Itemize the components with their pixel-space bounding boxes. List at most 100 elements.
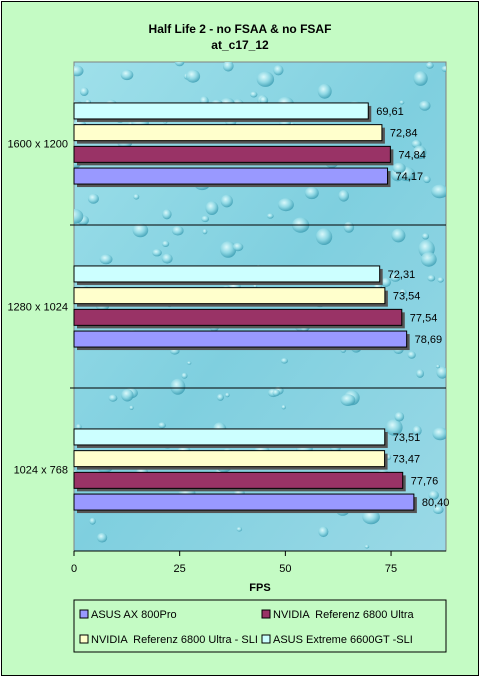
water-droplet-decoration bbox=[74, 65, 84, 77]
water-droplet-decoration bbox=[304, 186, 319, 200]
water-droplet-decoration bbox=[315, 228, 333, 245]
legend-swatch bbox=[261, 609, 271, 619]
water-droplet-decoration bbox=[201, 215, 210, 223]
data-label: 77,76 bbox=[411, 475, 439, 487]
water-droplet-decoration bbox=[391, 228, 406, 243]
water-droplet-decoration bbox=[161, 253, 173, 264]
bar bbox=[73, 428, 386, 446]
water-droplet-decoration bbox=[259, 96, 269, 105]
water-droplet-decoration bbox=[256, 71, 275, 87]
legend-label: NVIDIA Referenz 6800 Ultra bbox=[273, 609, 415, 621]
water-droplet-decoration bbox=[338, 190, 350, 202]
data-label: 78,69 bbox=[415, 334, 443, 346]
bar bbox=[73, 102, 369, 120]
water-droplet-decoration bbox=[399, 100, 405, 105]
water-droplet-decoration bbox=[364, 544, 370, 549]
water-droplet-decoration bbox=[420, 252, 437, 267]
water-droplet-decoration bbox=[152, 249, 162, 257]
water-droplet-decoration bbox=[423, 175, 431, 184]
water-droplet-decoration bbox=[340, 394, 356, 406]
water-droplet-decoration bbox=[419, 100, 431, 111]
x-tick-label: 25 bbox=[174, 563, 186, 575]
water-droplet-decoration bbox=[181, 372, 188, 379]
data-label: 77,54 bbox=[410, 312, 438, 324]
water-droplet-decoration bbox=[412, 425, 422, 436]
water-droplet-decoration bbox=[280, 358, 288, 364]
legend: ASUS AX 800Pro NVIDIA Referenz 6800 Ultra… bbox=[73, 599, 447, 653]
category-label: 1280 x 1024 bbox=[7, 302, 68, 314]
water-droplet-decoration bbox=[436, 366, 446, 379]
water-droplet-decoration bbox=[185, 69, 201, 83]
water-droplet-decoration bbox=[441, 65, 446, 72]
water-droplet-decoration bbox=[120, 69, 134, 81]
bar bbox=[73, 124, 383, 142]
water-droplet-decoration bbox=[385, 419, 403, 436]
water-droplet-decoration bbox=[202, 229, 208, 235]
water-droplet-decoration bbox=[390, 273, 401, 282]
water-droplet-decoration bbox=[74, 209, 84, 224]
legend-swatch bbox=[79, 634, 89, 644]
legend-label: ASUS Extreme 6600GT -SLI bbox=[273, 634, 413, 646]
water-droplet-decoration bbox=[421, 233, 430, 240]
water-droplet-decoration bbox=[362, 509, 380, 525]
data-label: 73,51 bbox=[393, 432, 421, 444]
bar bbox=[73, 450, 386, 468]
water-droplet-decoration bbox=[318, 526, 329, 538]
x-tick-label: 0 bbox=[71, 563, 77, 575]
water-droplet-decoration bbox=[437, 277, 444, 283]
water-droplet-decoration bbox=[174, 62, 185, 67]
water-droplet-decoration bbox=[162, 209, 172, 220]
water-droplet-decoration bbox=[121, 389, 134, 402]
water-droplet-decoration bbox=[317, 83, 332, 99]
water-droplet-decoration bbox=[216, 393, 224, 401]
water-droplet-decoration bbox=[407, 351, 416, 359]
data-label: 72,31 bbox=[388, 269, 416, 281]
water-droplet-decoration bbox=[132, 223, 149, 238]
bar bbox=[73, 493, 415, 511]
data-label: 72,84 bbox=[390, 128, 418, 140]
water-droplet-decoration bbox=[413, 71, 428, 86]
water-droplet-decoration bbox=[158, 422, 166, 429]
water-droplet-decoration bbox=[432, 427, 446, 441]
bar bbox=[73, 287, 386, 305]
data-label: 69,61 bbox=[376, 106, 404, 118]
data-label: 74,17 bbox=[396, 171, 424, 183]
x-tick-label: 75 bbox=[385, 563, 397, 575]
legend-swatch bbox=[261, 634, 271, 644]
bar bbox=[73, 167, 389, 185]
data-label: 73,47 bbox=[393, 454, 421, 466]
water-droplet-decoration bbox=[428, 490, 439, 500]
water-droplet-decoration bbox=[223, 62, 234, 72]
water-droplet-decoration bbox=[253, 284, 258, 288]
water-droplet-decoration bbox=[425, 62, 434, 69]
water-droplet-decoration bbox=[343, 221, 355, 233]
water-droplet-decoration bbox=[236, 527, 243, 532]
water-droplet-decoration bbox=[394, 411, 405, 422]
data-label: 74,84 bbox=[398, 149, 426, 161]
water-droplet-decoration bbox=[392, 162, 406, 174]
water-droplet-decoration bbox=[87, 193, 99, 204]
water-droplet-decoration bbox=[108, 394, 118, 402]
water-droplet-decoration bbox=[205, 201, 219, 216]
water-droplet-decoration bbox=[170, 378, 186, 395]
water-droplet-decoration bbox=[232, 242, 244, 252]
water-droplet-decoration bbox=[79, 87, 89, 96]
water-droplet-decoration bbox=[277, 198, 294, 212]
bar bbox=[73, 471, 404, 489]
water-droplet-decoration bbox=[433, 505, 444, 514]
x-axis-title: FPS bbox=[249, 582, 270, 594]
water-droplet-decoration bbox=[99, 254, 113, 265]
legend-swatch bbox=[79, 609, 89, 619]
water-droplet-decoration bbox=[250, 91, 258, 98]
water-droplet-decoration bbox=[220, 194, 233, 208]
water-droplet-decoration bbox=[220, 241, 237, 258]
water-droplet-decoration bbox=[162, 240, 170, 247]
category-label: 1024 x 768 bbox=[14, 465, 68, 477]
water-droplet-decoration bbox=[427, 275, 436, 282]
chart-subtitle: at_c17_12 bbox=[211, 38, 269, 52]
water-droplet-decoration bbox=[416, 369, 424, 378]
water-droplet-decoration bbox=[380, 277, 391, 287]
bar bbox=[73, 145, 391, 163]
water-droplet-decoration bbox=[89, 517, 96, 525]
